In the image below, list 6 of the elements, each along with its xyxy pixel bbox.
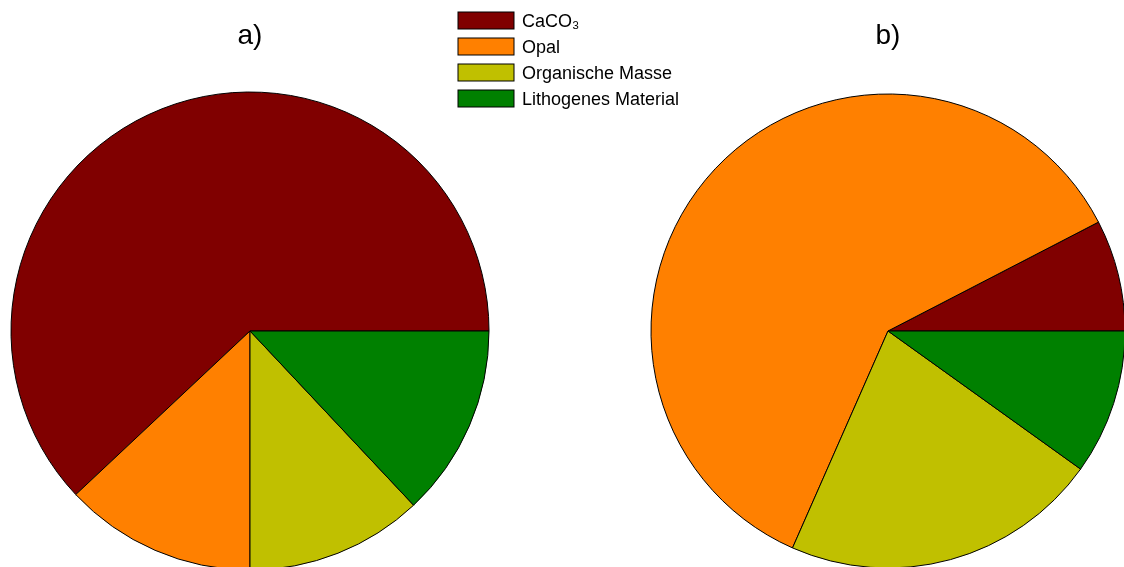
chart-title: b) — [875, 19, 901, 50]
legend-label: Opal — [522, 37, 561, 57]
legend-label: Organische Masse — [522, 63, 673, 83]
legend-label: Lithogenes Material — [522, 89, 680, 109]
legend-label: CaCO₃ — [522, 11, 580, 31]
chart-title: a) — [237, 19, 263, 50]
